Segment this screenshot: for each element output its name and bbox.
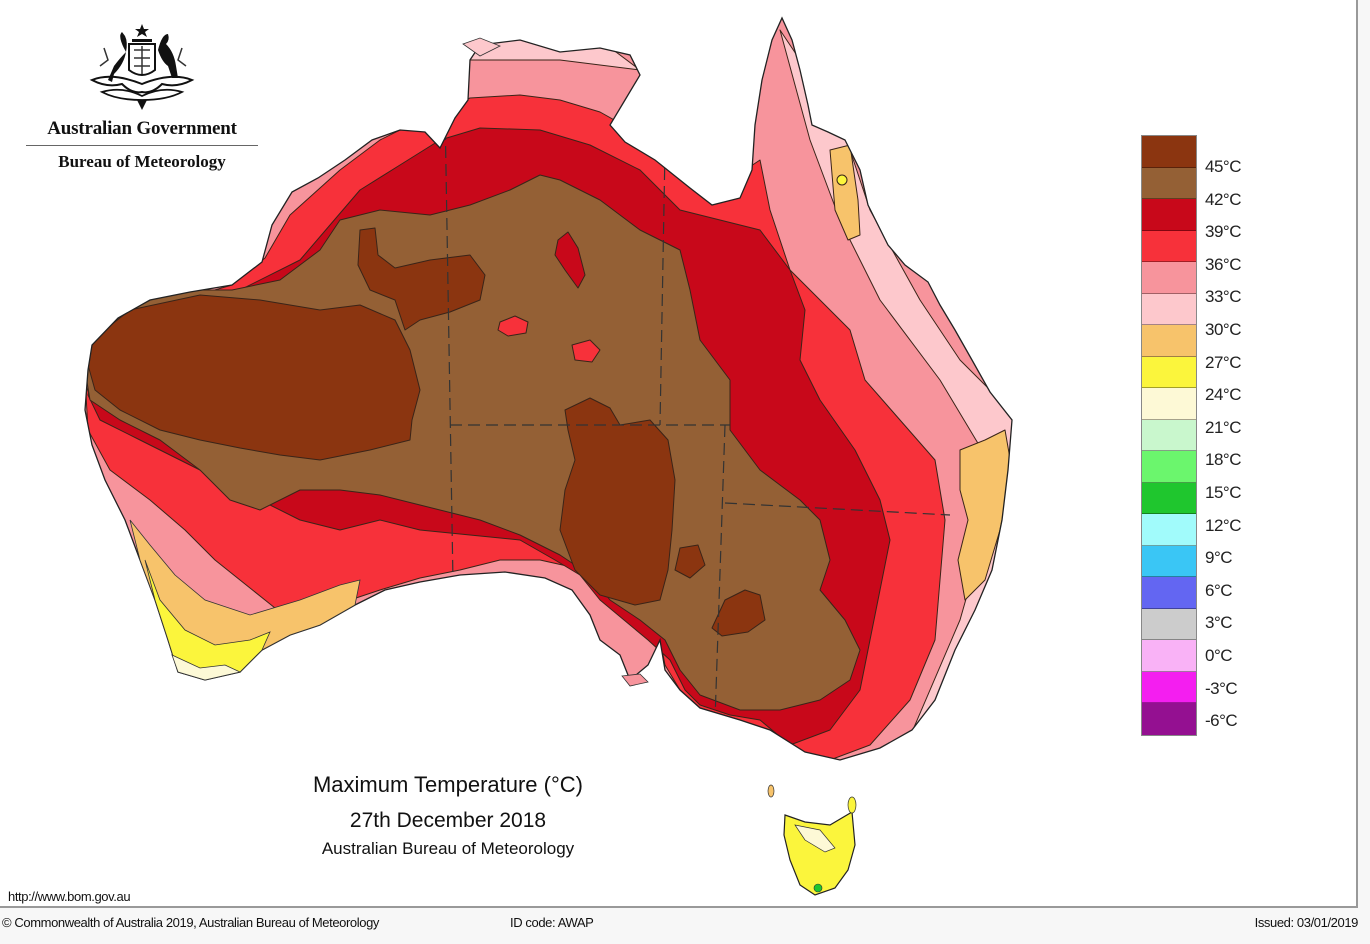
legend-swatch [1142,230,1196,262]
legend-label: 30°C [1205,320,1241,339]
legend-swatch [1142,199,1196,231]
bom-logo: Australian Government Bureau of Meteorol… [26,22,258,172]
legend-swatch [1142,703,1196,735]
legend-label: -3°C [1205,678,1238,698]
legend-swatch [1142,482,1196,514]
legend-label: 27°C [1205,352,1241,372]
legend-swatch [1142,136,1196,168]
legend-swatch [1142,293,1196,325]
legend-label: 42°C [1205,189,1241,209]
legend-swatch [1142,167,1196,199]
legend-label: 21°C [1205,417,1241,437]
legend-label: 45°C [1205,157,1241,176]
color-legend: 45°C 42°C 39°C 36°C 33°C 30°C 27°C 24°C 21°C 18°C… [1141,135,1241,736]
legend-label: 3°C [1205,613,1233,633]
agency-name: Bureau of Meteorology [58,152,226,171]
legend-label: 33°C [1205,287,1241,307]
legend-swatch [1142,325,1196,357]
id-code: ID code: AWAP [510,915,594,930]
bom-website-link[interactable]: http://www.bom.gov.au [8,889,131,904]
map-date: 27th December 2018 [349,809,547,832]
legend-label: 9°C [1205,548,1233,568]
legend-label: 18°C [1205,450,1241,470]
legend-swatch [1142,608,1196,640]
legend-swatch [1142,514,1196,546]
legend-swatch [1142,451,1196,483]
legend-label: 24°C [1205,385,1241,405]
map-title: Maximum Temperature (°C) [312,772,583,797]
legend-color-bar [1141,135,1197,736]
coat-of-arms-icon [89,24,195,110]
legend-label: 36°C [1205,254,1241,274]
org-name: Australian Government [47,118,237,139]
legend-label: 15°C [1205,483,1241,502]
legend-swatch [1142,356,1196,388]
legend-swatch [1142,545,1196,577]
legend-label: 6°C [1205,580,1233,600]
legend-label: 39°C [1205,222,1241,242]
legend-label: 0°C [1205,646,1233,665]
legend-swatch [1142,640,1196,672]
legend-swatch [1142,262,1196,294]
issued-date: Issued: 03/01/2019 [1254,915,1359,930]
legend-label: 12°C [1205,515,1241,535]
logo-divider [26,145,258,146]
legend-swatch [1142,671,1196,703]
temperature-map [84,16,1013,896]
legend-swatch [1142,577,1196,609]
map-source: Australian Bureau of Meteorology [321,839,575,858]
copyright-notice: © Commonwealth of Australia 2019, Austra… [2,915,380,930]
legend-label: -6°C [1205,711,1238,731]
legend-swatch [1142,388,1196,420]
legend-swatch [1142,419,1196,451]
map-titles: Maximum Temperature (°C) 27th December 2… [250,772,646,859]
